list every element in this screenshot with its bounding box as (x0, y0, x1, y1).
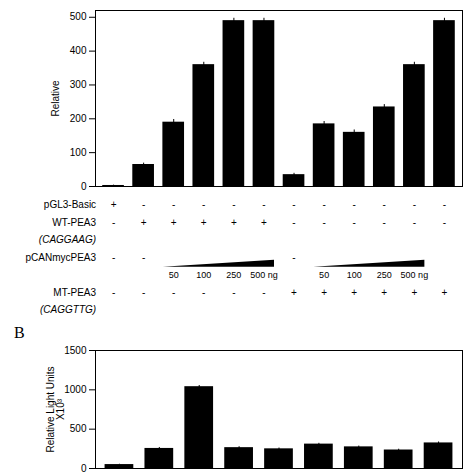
svg-text:0: 0 (81, 463, 87, 474)
svg-text:+: + (321, 287, 327, 298)
svg-text:-: - (172, 287, 175, 298)
svg-text:50: 50 (169, 270, 179, 280)
svg-text:-: - (262, 287, 265, 298)
svg-text:-: - (353, 217, 356, 228)
svg-text:500: 500 (70, 423, 87, 434)
svg-text:-: - (292, 252, 295, 263)
svg-text:500 ng: 500 ng (401, 270, 429, 280)
svg-text:-: - (232, 287, 235, 298)
svg-text:-: - (142, 199, 145, 210)
svg-text:pCANmycPEA3: pCANmycPEA3 (26, 252, 97, 263)
svg-text:200: 200 (70, 113, 87, 124)
svg-text:100: 100 (196, 270, 211, 280)
svg-text:+: + (231, 217, 237, 228)
svg-text:+: + (141, 217, 147, 228)
svg-text:(CAGGTTG): (CAGGTTG) (40, 304, 96, 315)
svg-text:pGL3-Basic: pGL3-Basic (44, 199, 96, 210)
svg-text:250: 250 (377, 270, 392, 280)
svg-text:-: - (112, 217, 115, 228)
svg-text:-: - (413, 217, 416, 228)
svg-text:+: + (111, 199, 117, 210)
svg-text:+: + (201, 217, 207, 228)
svg-text:0: 0 (81, 181, 87, 190)
svg-text:+: + (261, 217, 267, 228)
svg-text:-: - (262, 199, 265, 210)
svg-text:50: 50 (319, 270, 329, 280)
svg-text:300: 300 (70, 79, 87, 90)
svg-text:+: + (381, 287, 387, 298)
svg-text:100: 100 (347, 270, 362, 280)
svg-text:-: - (112, 287, 115, 298)
svg-text:+: + (411, 287, 417, 298)
svg-text:500 ng: 500 ng (250, 270, 278, 280)
svg-text:-: - (322, 217, 325, 228)
svg-text:MT-PEA3: MT-PEA3 (53, 287, 96, 298)
svg-text:-: - (443, 199, 446, 210)
svg-text:-: - (202, 287, 205, 298)
svg-text:1500: 1500 (64, 345, 87, 356)
svg-text:-: - (292, 199, 295, 210)
svg-text:-: - (322, 199, 325, 210)
svg-text:-: - (413, 199, 416, 210)
svg-text:+: + (291, 287, 297, 298)
svg-text:-: - (112, 252, 115, 263)
svg-text:-: - (292, 217, 295, 228)
svg-text:+: + (351, 287, 357, 298)
svg-text:100: 100 (70, 147, 87, 158)
svg-text:250: 250 (226, 270, 241, 280)
svg-text:-: - (202, 199, 205, 210)
svg-text:Relative Light UnitsX10³: Relative Light UnitsX10³ (45, 366, 66, 452)
svg-text:Relative: Relative (50, 80, 61, 117)
svg-text:-: - (172, 199, 175, 210)
svg-text:+: + (171, 217, 177, 228)
svg-text:-: - (383, 199, 386, 210)
html-text:B: B (14, 324, 25, 341)
svg-text:-: - (383, 217, 386, 228)
svg-text:-: - (142, 252, 145, 263)
svg-text:1000: 1000 (64, 384, 87, 395)
svg-text:-: - (232, 199, 235, 210)
svg-text:500: 500 (70, 11, 87, 22)
svg-text:-: - (443, 217, 446, 228)
svg-text:-: - (353, 199, 356, 210)
svg-text:-: - (142, 287, 145, 298)
svg-text:400: 400 (70, 45, 87, 56)
svg-text:(CAGGAAG): (CAGGAAG) (39, 234, 96, 245)
svg-text:WT-PEA3: WT-PEA3 (52, 217, 96, 228)
svg-text:+: + (442, 287, 448, 298)
